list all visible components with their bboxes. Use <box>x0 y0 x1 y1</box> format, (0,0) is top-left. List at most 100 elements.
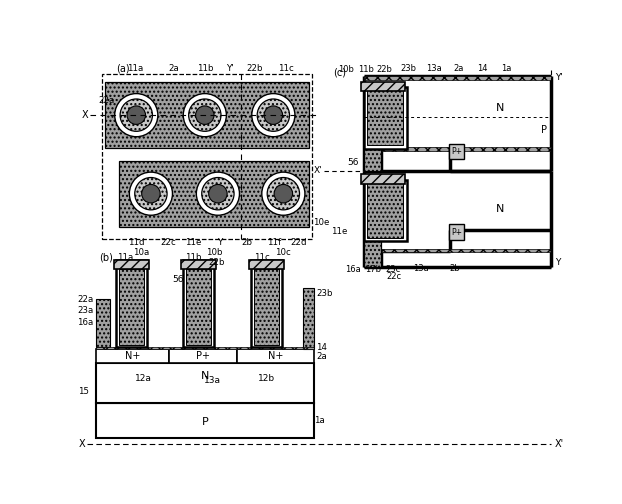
Bar <box>103 74 312 239</box>
Text: Y: Y <box>555 258 560 267</box>
Text: 16a: 16a <box>77 318 93 327</box>
Circle shape <box>274 184 292 203</box>
Text: X: X <box>79 439 85 449</box>
Text: (a): (a) <box>116 64 130 74</box>
Bar <box>361 82 405 91</box>
Text: N: N <box>496 204 504 214</box>
Circle shape <box>183 94 226 137</box>
Text: 11e: 11e <box>185 238 202 247</box>
Bar <box>114 260 149 269</box>
Circle shape <box>208 184 227 203</box>
Circle shape <box>202 177 234 210</box>
Text: 23a: 23a <box>77 306 93 315</box>
Bar <box>381 148 550 151</box>
Bar <box>367 182 404 237</box>
Text: 11f: 11f <box>267 238 281 247</box>
Text: P: P <box>202 417 208 427</box>
Circle shape <box>252 94 295 137</box>
Text: 13a: 13a <box>413 264 429 273</box>
Text: N: N <box>496 103 504 113</box>
Text: X: X <box>82 110 88 120</box>
Text: 2b: 2b <box>450 264 460 273</box>
Text: (b): (b) <box>100 253 113 263</box>
Text: 10c: 10c <box>276 247 291 257</box>
Circle shape <box>129 172 172 215</box>
Text: 56: 56 <box>348 158 359 167</box>
Bar <box>181 260 216 269</box>
Circle shape <box>197 172 239 215</box>
Text: 22c: 22c <box>386 272 401 281</box>
Text: 12b: 12b <box>258 374 275 383</box>
Text: N+: N+ <box>125 351 140 361</box>
Text: 16a: 16a <box>346 266 361 274</box>
Bar <box>96 403 314 438</box>
Text: 11c: 11c <box>278 65 294 74</box>
Circle shape <box>127 106 146 124</box>
Circle shape <box>257 99 289 132</box>
Text: 23b: 23b <box>317 288 333 297</box>
Text: 1a: 1a <box>501 64 512 73</box>
Bar <box>254 269 279 345</box>
Text: 2a: 2a <box>317 352 327 361</box>
Text: 11b: 11b <box>197 65 213 74</box>
Bar <box>119 161 309 227</box>
Text: 11a: 11a <box>128 65 144 74</box>
Bar <box>451 76 550 148</box>
Text: 2a: 2a <box>453 64 463 73</box>
Text: 17b: 17b <box>366 266 381 274</box>
Circle shape <box>188 99 221 132</box>
Bar <box>96 363 314 403</box>
Text: P: P <box>541 125 547 135</box>
Text: (c): (c) <box>333 67 346 77</box>
Bar <box>96 299 110 347</box>
Text: X': X' <box>554 439 564 449</box>
Bar <box>116 260 147 347</box>
Text: 11a: 11a <box>118 253 134 262</box>
Text: 11b: 11b <box>358 65 374 74</box>
Text: 13a: 13a <box>425 64 442 73</box>
Bar <box>449 144 464 159</box>
Text: P+: P+ <box>451 228 462 237</box>
Text: 22b: 22b <box>246 65 263 74</box>
Text: 11c: 11c <box>254 253 270 262</box>
Text: 13a: 13a <box>204 375 221 385</box>
Bar <box>364 87 407 149</box>
Text: N: N <box>201 371 209 381</box>
Bar <box>381 249 550 252</box>
Text: 22a: 22a <box>98 96 115 105</box>
Bar <box>119 269 144 345</box>
Text: 2b: 2b <box>242 238 253 247</box>
Text: N+: N+ <box>268 351 284 361</box>
Text: 10e: 10e <box>313 218 330 227</box>
Bar <box>169 349 237 363</box>
Bar <box>364 90 381 170</box>
Circle shape <box>267 177 300 210</box>
Text: 12a: 12a <box>135 374 152 383</box>
Bar <box>364 76 550 80</box>
Text: 10b: 10b <box>338 65 354 74</box>
Text: Y': Y' <box>555 73 563 82</box>
Bar <box>251 260 282 347</box>
Text: P+: P+ <box>197 351 210 361</box>
Circle shape <box>264 106 282 124</box>
Circle shape <box>262 172 305 215</box>
Circle shape <box>120 99 152 132</box>
Text: 15: 15 <box>78 387 88 396</box>
Text: 22a: 22a <box>77 295 93 304</box>
Bar <box>303 288 314 349</box>
Text: 2a: 2a <box>168 65 179 74</box>
Text: 10b: 10b <box>206 247 222 257</box>
Bar <box>104 82 309 148</box>
Bar <box>96 349 169 363</box>
Bar <box>187 269 211 345</box>
Text: 1a: 1a <box>314 416 325 425</box>
Bar <box>183 260 214 347</box>
Text: 23b: 23b <box>400 64 416 73</box>
Circle shape <box>195 106 214 124</box>
Bar <box>361 174 405 183</box>
Text: 10a: 10a <box>132 247 149 257</box>
Text: 11d: 11d <box>128 238 144 247</box>
Text: Y': Y' <box>226 65 234 74</box>
Text: 22b: 22b <box>208 259 225 268</box>
Circle shape <box>135 177 167 210</box>
